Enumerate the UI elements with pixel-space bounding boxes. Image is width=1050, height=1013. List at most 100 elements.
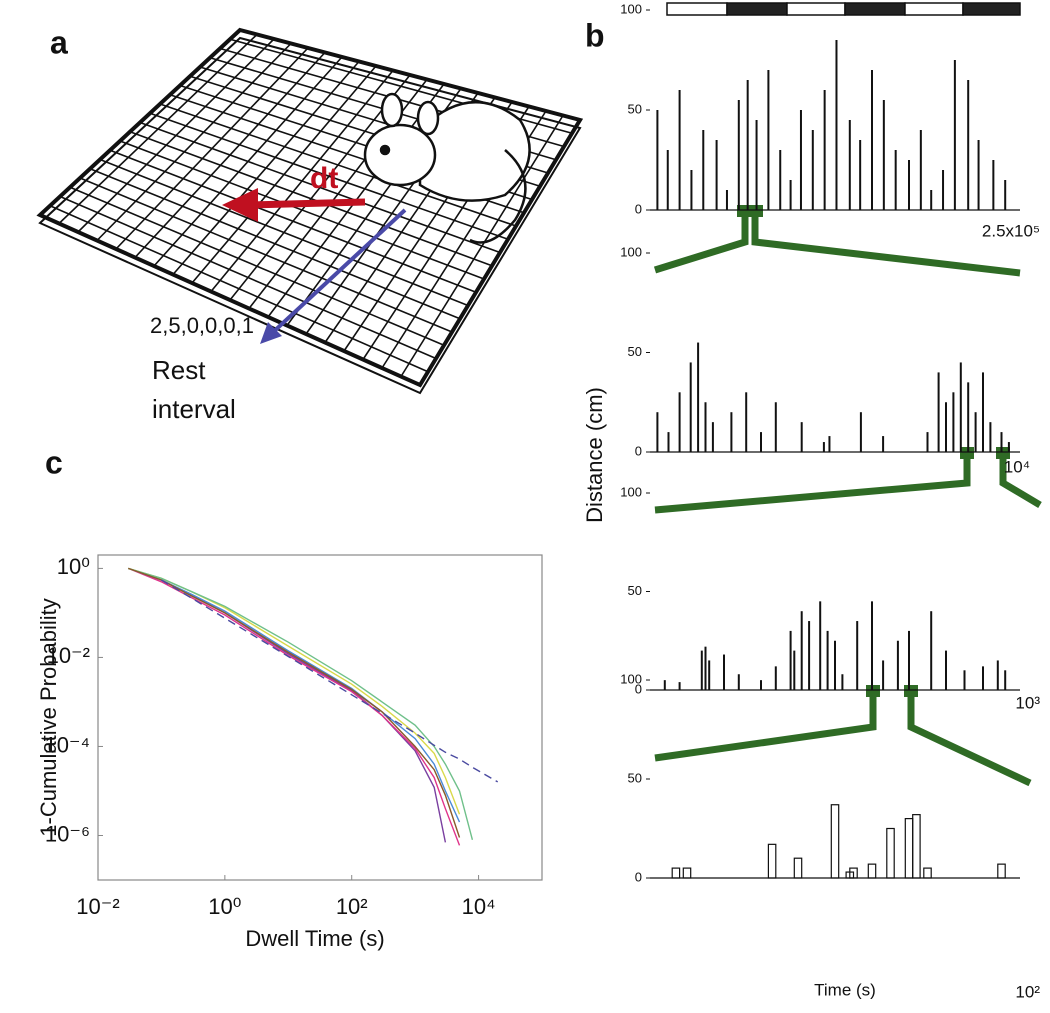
x-tick-label: 10⁰ <box>208 894 241 919</box>
cage-wire <box>99 158 469 307</box>
bar <box>996 660 999 690</box>
bar <box>799 110 802 210</box>
cage-wire <box>79 177 453 333</box>
bar <box>760 432 762 452</box>
bar <box>767 843 777 879</box>
zoom-line <box>907 690 1032 787</box>
panel-label: b <box>585 17 605 53</box>
y-tick-label: 50 <box>628 583 642 598</box>
cage-rim <box>36 27 584 388</box>
mouse-tail <box>469 149 527 244</box>
bar <box>963 670 966 690</box>
scale-label: 2.5x10⁵ <box>982 221 1040 240</box>
bar <box>767 70 770 210</box>
bar <box>896 640 899 690</box>
x-tick-label: 10⁻² <box>76 894 119 919</box>
cage-wire <box>400 115 564 377</box>
bar <box>1004 670 1007 690</box>
mouse-ear <box>380 92 404 128</box>
bar <box>730 412 733 452</box>
bar <box>760 680 762 690</box>
bar <box>894 150 897 210</box>
y-tick-label: 50 <box>628 101 642 116</box>
bar <box>779 150 782 210</box>
bar <box>859 140 862 210</box>
bar <box>982 666 984 690</box>
bar <box>942 170 945 210</box>
bar <box>859 412 862 452</box>
bar <box>992 160 995 210</box>
rest-arrow <box>268 208 407 337</box>
bar <box>882 100 885 210</box>
bar <box>926 432 929 452</box>
bar <box>704 402 707 452</box>
rest-arrowhead <box>260 322 282 344</box>
zoom-line <box>999 452 1042 509</box>
bar <box>793 650 796 690</box>
panel-label: c <box>45 444 63 480</box>
bar <box>678 682 681 690</box>
bar <box>997 863 1006 879</box>
bar <box>834 640 836 690</box>
bar <box>945 650 947 690</box>
x-tick-label: 10⁴ <box>462 894 496 919</box>
bar <box>811 130 814 210</box>
bar <box>666 150 669 210</box>
zoom-marker <box>996 447 1010 459</box>
series-line <box>161 579 499 783</box>
bar <box>711 422 714 452</box>
series-line <box>128 567 474 840</box>
dark-phase <box>962 2 1021 16</box>
series-line <box>128 567 447 843</box>
bar <box>912 814 921 879</box>
bar <box>930 611 933 690</box>
bar <box>908 630 910 690</box>
bar <box>937 372 940 452</box>
bar <box>690 170 693 210</box>
mouse-ear <box>416 100 440 136</box>
bar <box>689 362 692 452</box>
scale-label: 10³ <box>1015 693 1040 712</box>
bar <box>793 857 803 879</box>
bar <box>800 611 803 690</box>
y-tick-label: 0 <box>635 681 642 696</box>
bar <box>967 80 970 210</box>
bar <box>808 621 811 690</box>
bar <box>745 392 748 452</box>
bar <box>678 392 681 452</box>
zoom-line <box>653 212 749 274</box>
y-tick-label: 10⁰ <box>57 554 90 579</box>
cage-wire <box>69 186 445 346</box>
zoom-marker <box>904 685 918 697</box>
bar <box>697 342 700 452</box>
mouse <box>363 92 531 244</box>
bar <box>849 867 858 879</box>
bar <box>823 90 826 210</box>
bar <box>982 372 984 452</box>
bar <box>856 621 859 690</box>
rest-text: interval <box>152 394 236 424</box>
bar <box>908 160 910 210</box>
y-tick-label: 10⁻⁴ <box>44 732 90 757</box>
bar <box>737 674 740 690</box>
zoom-line <box>751 212 1021 277</box>
y-tick-label: 100 <box>620 244 642 259</box>
y-tick-label: 0 <box>635 869 642 884</box>
scale-label: 10² <box>1015 982 1040 1001</box>
bar <box>774 402 777 452</box>
cage-wire <box>129 130 493 267</box>
mouse-eye <box>379 144 391 156</box>
bar <box>682 867 692 879</box>
y-tick-label: 50 <box>628 770 642 785</box>
y-tick-label: 50 <box>628 344 642 359</box>
rest-code: 2,5,0,0,0,1 <box>150 313 254 338</box>
dark-phase <box>726 2 788 16</box>
y-tick-label: 10⁻⁶ <box>45 821 90 846</box>
bar <box>871 601 873 690</box>
light-phase <box>786 2 846 16</box>
bar <box>923 867 932 879</box>
bar <box>882 436 885 452</box>
bar <box>989 422 992 452</box>
bar <box>886 827 895 879</box>
zoom-marker <box>960 447 974 459</box>
